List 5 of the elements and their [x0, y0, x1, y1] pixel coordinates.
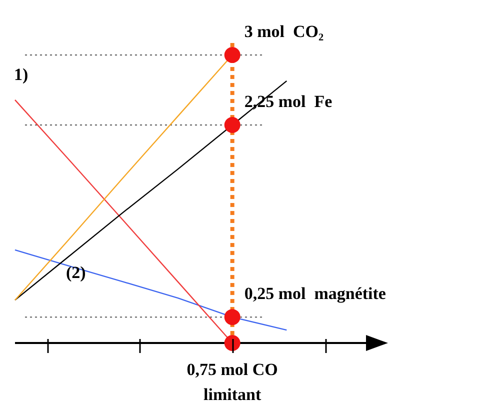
annotation: 1) [14, 65, 28, 84]
text: 0,75 mol CO limitant [186, 360, 278, 404]
text: 3 mol CO₂ [244, 22, 324, 41]
annotation: (2) [66, 263, 86, 282]
annotation: 0,25 mol magnétite [244, 284, 386, 304]
